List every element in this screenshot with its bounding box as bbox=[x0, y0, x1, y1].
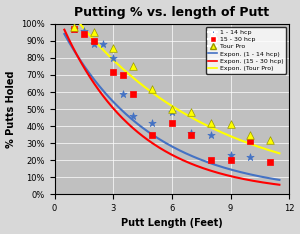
Point bbox=[121, 92, 125, 95]
Point bbox=[111, 56, 116, 60]
Point bbox=[169, 107, 174, 111]
Point bbox=[189, 131, 194, 135]
Point bbox=[208, 121, 213, 124]
Point bbox=[228, 158, 233, 162]
Point bbox=[248, 139, 253, 143]
Legend: 1 - 14 hcp, 15 - 30 hcp, Tour Pro, Expon. (1 - 14 hcp), Expon. (15 - 30 hcp), Ex: 1 - 14 hcp, 15 - 30 hcp, Tour Pro, Expon… bbox=[206, 27, 286, 74]
Point bbox=[91, 30, 96, 34]
Point bbox=[208, 133, 213, 136]
Point bbox=[130, 114, 135, 118]
Point bbox=[130, 65, 135, 68]
Point bbox=[267, 160, 272, 164]
Point bbox=[72, 26, 76, 29]
Point bbox=[72, 27, 76, 31]
Point bbox=[101, 42, 106, 46]
Point bbox=[72, 27, 76, 31]
Point bbox=[169, 110, 174, 114]
Point bbox=[169, 121, 174, 124]
Point bbox=[111, 46, 116, 50]
X-axis label: Putt Length (Feet): Putt Length (Feet) bbox=[121, 219, 223, 228]
Point bbox=[189, 133, 194, 136]
Point bbox=[121, 73, 125, 77]
Point bbox=[189, 110, 194, 114]
Point bbox=[267, 138, 272, 142]
Point bbox=[91, 39, 96, 43]
Point bbox=[248, 133, 253, 136]
Point bbox=[91, 42, 96, 46]
Point bbox=[130, 92, 135, 95]
Point bbox=[150, 121, 155, 124]
Point bbox=[150, 133, 155, 136]
Point bbox=[208, 158, 213, 162]
Point bbox=[228, 122, 233, 126]
Y-axis label: % Putts Holed: % Putts Holed bbox=[6, 70, 16, 148]
Title: Putting % vs. length of Putt: Putting % vs. length of Putt bbox=[74, 6, 269, 18]
Point bbox=[248, 155, 253, 159]
Point bbox=[150, 87, 155, 91]
Point bbox=[228, 153, 233, 157]
Point bbox=[82, 29, 86, 33]
Point bbox=[82, 32, 86, 36]
Point bbox=[111, 70, 116, 73]
